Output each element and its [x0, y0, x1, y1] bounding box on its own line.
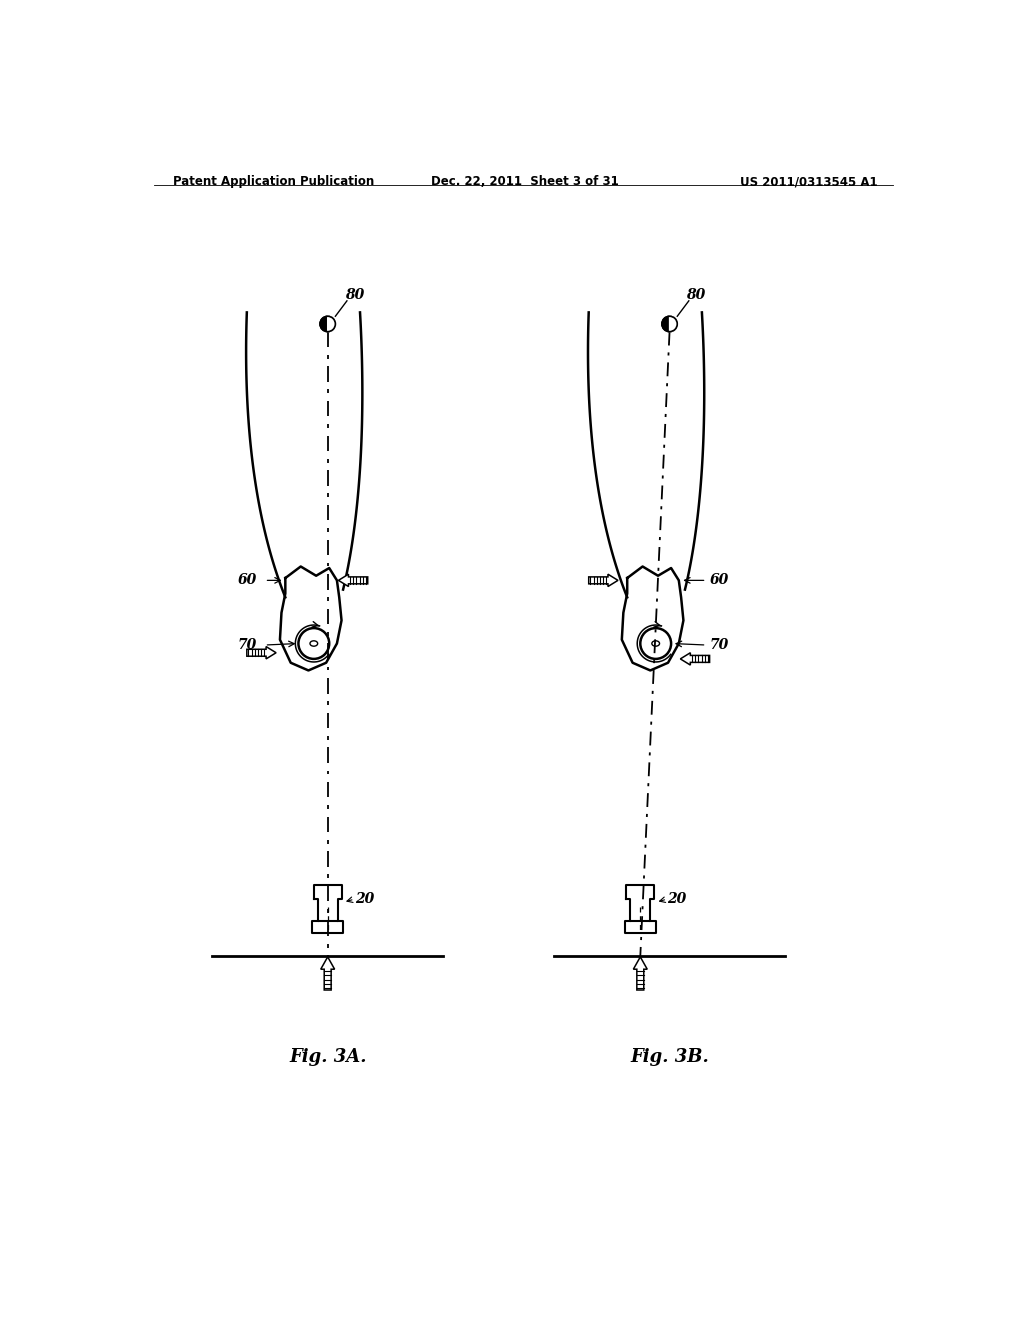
Text: 80: 80: [686, 288, 706, 302]
Text: Fig. 3A.: Fig. 3A.: [289, 1048, 367, 1065]
Wedge shape: [328, 317, 336, 331]
Circle shape: [319, 317, 336, 331]
Text: 20: 20: [354, 892, 374, 906]
Wedge shape: [670, 317, 677, 331]
Text: 20: 20: [668, 892, 686, 906]
Text: Patent Application Publication: Patent Application Publication: [173, 176, 374, 189]
Circle shape: [662, 317, 677, 331]
Text: 60: 60: [710, 573, 729, 587]
Text: 60: 60: [238, 573, 257, 587]
Text: US 2011/0313545 A1: US 2011/0313545 A1: [739, 176, 878, 189]
FancyArrow shape: [680, 653, 710, 665]
FancyArrow shape: [339, 574, 368, 586]
Text: 70: 70: [238, 638, 257, 652]
Text: Fig. 3B.: Fig. 3B.: [630, 1048, 709, 1065]
Text: 80: 80: [345, 288, 364, 302]
FancyArrow shape: [589, 574, 617, 586]
Text: Dec. 22, 2011  Sheet 3 of 31: Dec. 22, 2011 Sheet 3 of 31: [431, 176, 618, 189]
FancyArrow shape: [321, 957, 335, 990]
FancyArrow shape: [634, 957, 647, 990]
Text: 70: 70: [710, 638, 729, 652]
FancyArrow shape: [247, 647, 276, 659]
